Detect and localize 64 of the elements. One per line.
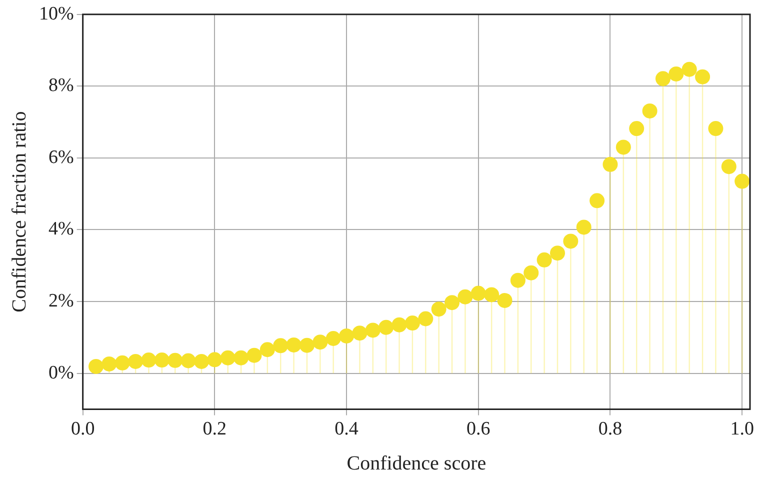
y-tick-label: 2% [48,290,74,312]
point [734,174,750,189]
point [392,317,407,332]
point [590,193,605,208]
x-axis-title: Confidence score [346,452,486,474]
point [470,286,486,301]
point [668,66,684,82]
point [550,246,565,261]
point [88,358,104,374]
point [339,328,354,344]
point [616,140,631,155]
point [576,220,592,235]
point [180,353,196,368]
x-tick-label: 0.0 [70,418,95,440]
point [273,338,288,354]
point [207,352,222,368]
x-tick-label: 1.0 [730,418,754,440]
point [154,352,170,368]
point [602,156,618,172]
point [682,62,697,77]
y-tick-label: 10% [39,3,74,24]
point [708,121,724,136]
point [721,159,736,174]
point [286,337,302,352]
point [629,121,644,136]
point [444,295,460,310]
point [194,354,209,369]
point [484,287,500,302]
x-tick-label: 0.2 [202,418,227,440]
x-tick-label: 0.4 [334,418,359,440]
point [102,356,117,372]
point [497,292,512,308]
point [299,338,314,353]
point [352,326,368,341]
point [114,355,130,370]
point [510,272,526,288]
x-tick-label: 0.8 [598,418,622,440]
point [128,354,144,369]
point [234,350,249,366]
point [524,265,539,280]
y-tick-label: 0% [48,362,74,384]
point [458,289,473,304]
point [246,348,262,363]
point [312,334,328,350]
point [326,330,341,346]
point [260,342,275,358]
y-tick-label: 4% [48,218,74,240]
point [220,350,236,366]
point [563,234,578,249]
point [365,322,380,338]
y-tick-label: 8% [48,75,74,96]
point [168,352,183,368]
y-axis-title: Confidence fraction ratio [8,111,30,312]
point [141,352,156,368]
point [695,69,710,84]
point [536,252,552,268]
point [431,302,446,317]
point [378,320,394,335]
point [655,71,670,86]
x-tick-label: 0.6 [466,418,490,440]
y-tick-label: 6% [48,146,74,168]
point [418,311,434,326]
point [642,103,658,118]
point [404,316,420,331]
